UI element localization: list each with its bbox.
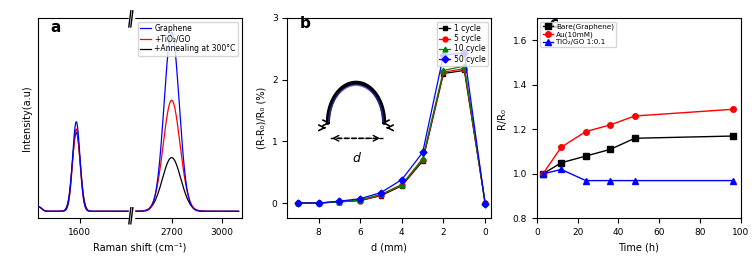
Line: 1 cycle: 1 cycle <box>296 68 488 205</box>
5 cycle <box>335 200 344 203</box>
Text: c: c <box>549 16 558 31</box>
Line: Au(10mM): Au(10mM) <box>540 107 736 177</box>
Y-axis label: Intensity(a.u): Intensity(a.u) <box>22 85 33 151</box>
1 cycle <box>293 201 302 205</box>
10 cycle <box>439 69 448 72</box>
50 cycle <box>398 178 407 181</box>
10 cycle <box>418 157 427 160</box>
5 cycle <box>293 201 302 205</box>
1 cycle <box>460 69 469 72</box>
1 cycle <box>314 201 323 205</box>
5 cycle <box>481 201 490 205</box>
10 cycle <box>293 201 302 205</box>
TiO₂/GO 1:0.1 <box>631 179 640 182</box>
5 cycle <box>460 67 469 70</box>
X-axis label: d (mm): d (mm) <box>371 243 407 253</box>
Line: TiO₂/GO 1:0.1: TiO₂/GO 1:0.1 <box>540 167 736 183</box>
5 cycle <box>314 201 323 205</box>
10 cycle <box>460 65 469 68</box>
Bare(Graphene) <box>581 154 590 158</box>
Legend: 1 cycle, 5 cycle, 10 cycle, 50 cycle: 1 cycle, 5 cycle, 10 cycle, 50 cycle <box>437 22 488 66</box>
Y-axis label: (R-R₀)/R₀ (%): (R-R₀)/R₀ (%) <box>256 87 266 149</box>
Bare(Graphene) <box>556 161 565 164</box>
Bare(Graphene) <box>606 148 615 151</box>
50 cycle <box>418 151 427 154</box>
50 cycle <box>293 201 302 205</box>
Bare(Graphene) <box>631 137 640 140</box>
50 cycle <box>314 201 323 205</box>
10 cycle <box>314 201 323 205</box>
Line: 50 cycle: 50 cycle <box>296 51 488 207</box>
5 cycle <box>439 71 448 74</box>
5 cycle <box>376 194 386 197</box>
Au(10mM) <box>556 146 565 149</box>
Bar <box>129 214 134 223</box>
Bare(Graphene) <box>728 134 737 137</box>
1 cycle <box>481 201 490 205</box>
50 cycle <box>355 197 364 200</box>
Bar <box>129 14 134 22</box>
Bare(Graphene) <box>538 172 547 176</box>
1 cycle <box>376 194 386 197</box>
5 cycle <box>355 199 364 202</box>
5 cycle <box>418 158 427 161</box>
Au(10mM) <box>538 172 547 176</box>
1 cycle <box>418 160 427 163</box>
Line: Bare(Graphene): Bare(Graphene) <box>540 133 736 177</box>
10 cycle <box>335 200 344 203</box>
10 cycle <box>355 198 364 201</box>
Au(10mM) <box>581 130 590 133</box>
1 cycle <box>355 199 364 202</box>
50 cycle <box>481 203 490 206</box>
Line: 10 cycle: 10 cycle <box>296 64 488 205</box>
TiO₂/GO 1:0.1 <box>538 172 547 176</box>
Text: b: b <box>299 16 311 31</box>
TiO₂/GO 1:0.1 <box>556 168 565 171</box>
50 cycle <box>460 52 469 55</box>
Text: a: a <box>50 20 60 35</box>
10 cycle <box>481 201 490 205</box>
Y-axis label: R/R₀: R/R₀ <box>497 108 507 129</box>
Au(10mM) <box>606 123 615 126</box>
1 cycle <box>335 200 344 203</box>
10 cycle <box>376 193 386 196</box>
50 cycle <box>335 200 344 203</box>
Au(10mM) <box>631 114 640 117</box>
X-axis label: Raman shift (cm⁻¹): Raman shift (cm⁻¹) <box>93 243 187 253</box>
Text: d: d <box>352 152 360 166</box>
Legend: Bare(Graphene), Au(10mM), TiO₂/GO 1:0.1: Bare(Graphene), Au(10mM), TiO₂/GO 1:0.1 <box>541 22 616 47</box>
Line: 5 cycle: 5 cycle <box>296 66 488 205</box>
TiO₂/GO 1:0.1 <box>606 179 615 182</box>
TiO₂/GO 1:0.1 <box>581 179 590 182</box>
Bar <box>129 18 134 218</box>
1 cycle <box>398 184 407 187</box>
1 cycle <box>439 72 448 75</box>
50 cycle <box>376 191 386 194</box>
10 cycle <box>398 183 407 186</box>
5 cycle <box>398 183 407 187</box>
Legend: Graphene, +TiO₂/GO, +Annealing at 300°C: Graphene, +TiO₂/GO, +Annealing at 300°C <box>138 22 238 56</box>
50 cycle <box>439 53 448 57</box>
X-axis label: Time (h): Time (h) <box>618 243 659 253</box>
TiO₂/GO 1:0.1 <box>728 179 737 182</box>
Au(10mM) <box>728 108 737 111</box>
